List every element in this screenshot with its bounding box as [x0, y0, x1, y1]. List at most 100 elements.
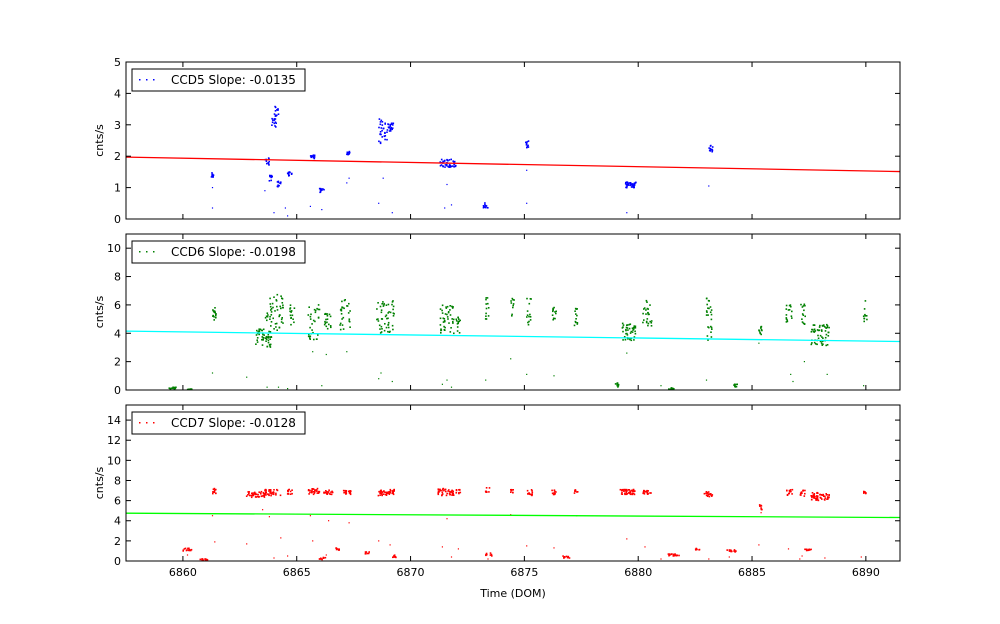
data-point: [633, 325, 636, 327]
data-point: [634, 332, 637, 335]
data-point: [676, 554, 678, 557]
data-point: [262, 491, 265, 494]
data-point: [485, 490, 487, 493]
data-point: [457, 316, 459, 319]
data-point: [527, 146, 530, 148]
data-point: [817, 499, 820, 502]
data-point: [554, 317, 556, 320]
data-point: [256, 341, 259, 343]
data-point: [316, 307, 318, 310]
data-point: [452, 318, 455, 321]
data-point: [759, 332, 762, 335]
data-point: [629, 323, 632, 325]
data-point: [259, 328, 262, 331]
data-point: [270, 309, 272, 311]
data-point: [827, 331, 830, 334]
data-point: [705, 310, 708, 312]
data-point: [446, 316, 449, 318]
data-point: [330, 491, 332, 493]
data-point: [318, 187, 321, 190]
data-point: [287, 171, 290, 174]
data-point: [554, 491, 556, 493]
data-point: [439, 317, 442, 320]
data-point: [443, 325, 445, 328]
data-point: [552, 317, 555, 320]
data-point: [706, 303, 708, 306]
data-point: [309, 318, 312, 320]
data-point: [708, 300, 710, 302]
data-point: [631, 492, 633, 494]
data-point: [668, 388, 670, 390]
data-point: [313, 492, 316, 494]
data-point: [705, 492, 707, 495]
y-tick-label: 10: [107, 454, 121, 467]
data-point: [817, 492, 819, 494]
data-point: [815, 497, 817, 500]
data-point: [671, 387, 674, 390]
data-point: [621, 322, 624, 325]
x-tick-label: 6860: [169, 566, 197, 579]
data-point: [255, 493, 258, 496]
data-point: [445, 494, 448, 497]
data-point: [349, 310, 351, 312]
data-point: [392, 300, 394, 302]
data-point: [348, 318, 351, 320]
data-point: [393, 488, 395, 491]
data-point: [792, 380, 794, 383]
data-point: [215, 316, 217, 319]
data-point: [816, 496, 818, 498]
data-point: [311, 488, 313, 490]
data-point: [442, 160, 444, 163]
data-point: [527, 140, 530, 142]
data-point: [345, 492, 348, 495]
data-point: [458, 320, 460, 322]
data-point: [212, 315, 214, 317]
data-point: [312, 490, 315, 493]
data-point: [340, 309, 343, 312]
data-point: [289, 304, 292, 306]
data-point: [787, 548, 790, 550]
data-point: [261, 338, 263, 341]
data-point: [185, 549, 188, 552]
data-point: [826, 323, 828, 326]
data-point: [270, 494, 272, 497]
data-point: [617, 383, 620, 386]
data-point: [643, 493, 646, 495]
data-point: [451, 489, 453, 492]
data-point: [288, 488, 290, 491]
data-point: [799, 492, 802, 495]
data-point: [805, 549, 808, 552]
data-point: [205, 558, 208, 561]
data-point: [447, 165, 449, 168]
data-point: [263, 494, 266, 496]
legend-marker: [153, 79, 155, 81]
data-point: [391, 490, 394, 492]
data-point: [696, 548, 698, 551]
data-point: [327, 491, 330, 493]
legend-box: [131, 240, 306, 264]
data-point: [379, 305, 382, 308]
data-point: [633, 186, 635, 189]
data-point: [280, 295, 282, 297]
data-point: [268, 160, 270, 163]
data-point: [820, 494, 823, 496]
data-point: [526, 310, 529, 312]
data-point: [710, 148, 712, 151]
data-point: [277, 108, 279, 110]
data-point: [382, 305, 385, 307]
data-point: [576, 323, 579, 325]
data-point: [826, 496, 829, 498]
data-point: [347, 153, 349, 156]
data-point: [530, 489, 533, 491]
data-point: [260, 490, 263, 493]
data-point: [252, 494, 254, 497]
data-point: [458, 332, 461, 334]
data-point: [272, 493, 274, 495]
data-point: [760, 504, 762, 507]
data-point: [531, 490, 533, 492]
data-point: [379, 121, 382, 123]
data-point: [393, 554, 396, 556]
data-point: [317, 316, 320, 319]
fit-line: [126, 156, 900, 173]
data-point: [319, 187, 322, 190]
